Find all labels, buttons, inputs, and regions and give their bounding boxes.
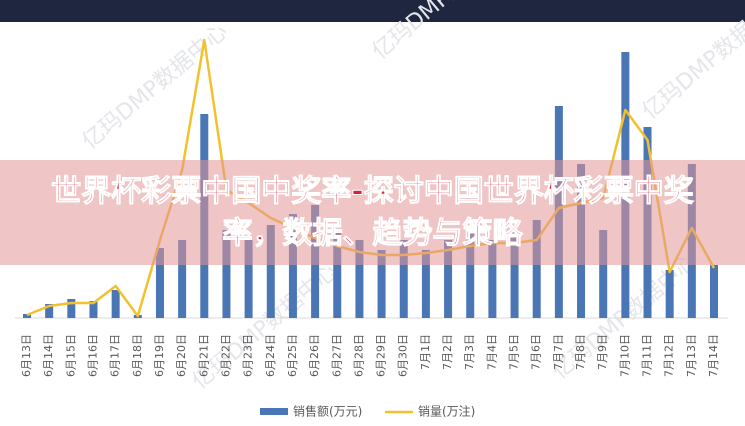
bar (178, 240, 187, 318)
x-tick-label: 7月9日 (596, 334, 609, 370)
x-tick-label: 6月27日 (330, 334, 343, 377)
bar (266, 225, 275, 318)
x-tick-label: 6月22日 (219, 334, 232, 377)
bar (67, 299, 76, 318)
bar (155, 248, 164, 318)
x-tick-label: 6月18日 (131, 334, 144, 377)
x-tick-label: 6月13日 (20, 334, 33, 377)
x-tick-label: 6月25日 (286, 334, 299, 377)
x-tick-label: 7月8日 (574, 334, 587, 370)
x-tick-label: 7月1日 (419, 334, 432, 370)
x-tick-label: 7月12日 (663, 334, 676, 377)
bar (399, 240, 408, 318)
bar (244, 240, 253, 318)
bar (532, 220, 541, 318)
bar (288, 214, 297, 318)
x-tick-label: 6月15日 (64, 334, 77, 377)
bar (444, 240, 453, 318)
bar (222, 230, 231, 318)
legend-label: 销量(万注) (418, 404, 475, 419)
bar (488, 240, 497, 318)
title: 世界杯彩票中国中奖率-探讨中国世界杯彩票中奖率，数据、趋势与策略 (51, 173, 694, 251)
x-tick-label: 7月3日 (463, 334, 476, 370)
x-tick-label: 6月21日 (197, 334, 210, 377)
x-tick-label: 7月4日 (485, 334, 498, 370)
bar (665, 270, 674, 318)
x-tick-label: 6月24日 (264, 334, 277, 377)
x-tick-label: 6月14日 (42, 334, 55, 377)
bar (466, 230, 475, 318)
x-tick-label: 6月30日 (397, 334, 410, 377)
x-tick-label: 6月19日 (153, 334, 166, 377)
title-banner: 世界杯彩票中国中奖率-探讨中国世界杯彩票中奖率，数据、趋势与策略 (0, 160, 745, 265)
bar (510, 230, 519, 318)
bar (355, 240, 364, 318)
bar (23, 314, 31, 318)
legend-label: 销售额(万元) (293, 404, 362, 419)
bar (377, 250, 386, 318)
bar (89, 301, 98, 318)
bar (599, 230, 608, 318)
x-tick-label: 6月29日 (375, 334, 388, 377)
x-tick-label: 7月6日 (530, 334, 543, 370)
x-tick-label: 7月11日 (641, 334, 654, 377)
x-tick-label: 6月26日 (308, 334, 321, 377)
bar (45, 304, 54, 318)
top-strip (0, 0, 745, 22)
x-tick-label: 6月23日 (242, 334, 255, 377)
x-tick-label: 6月16日 (86, 334, 99, 377)
x-tick-label: 7月5日 (508, 334, 521, 370)
x-tick-label: 7月14日 (707, 334, 720, 377)
x-tick-label: 6月20日 (175, 334, 188, 377)
bar (421, 250, 430, 318)
x-tick-label: 7月13日 (685, 334, 698, 377)
bar (333, 230, 342, 318)
x-tick-label: 7月7日 (552, 334, 565, 370)
bar (111, 290, 120, 318)
bar (710, 265, 718, 318)
x-tick-label: 6月17日 (109, 334, 122, 377)
x-tick-label: 7月2日 (441, 334, 454, 370)
x-tick-label: 7月10日 (618, 334, 631, 377)
x-tick-label: 6月28日 (352, 334, 365, 377)
legend-swatch (260, 408, 288, 415)
